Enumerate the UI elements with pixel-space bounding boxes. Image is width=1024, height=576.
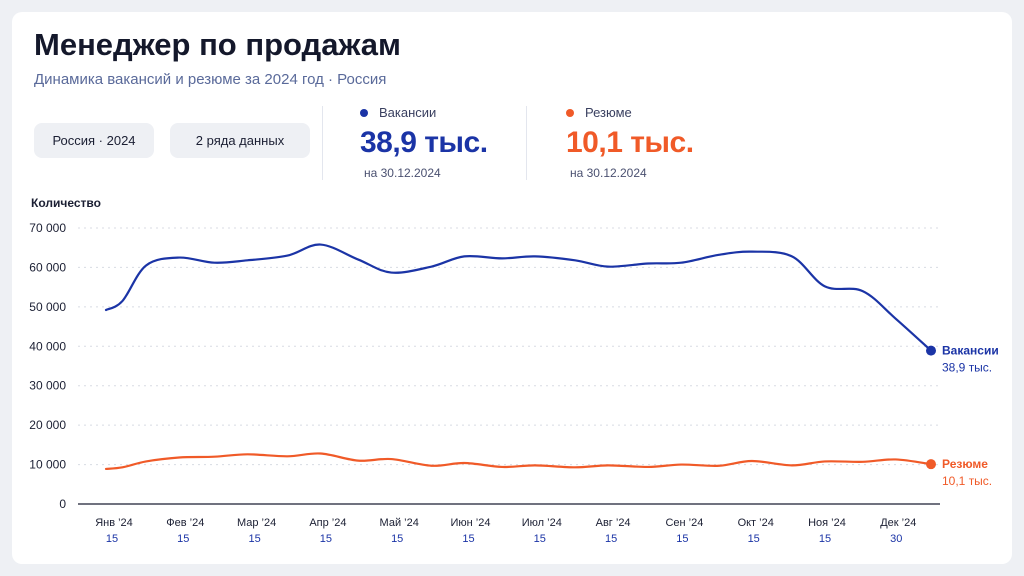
x-tick-month-label: Дек ’24 bbox=[880, 517, 916, 529]
y-tick-label: 70 000 bbox=[29, 221, 66, 235]
resumes-dot-icon bbox=[566, 108, 574, 117]
page-title: Менеджер по продажам bbox=[34, 27, 401, 62]
x-tick-day-label: 15 bbox=[605, 533, 617, 545]
y-tick-label: 40 000 bbox=[29, 339, 66, 353]
resumes-stat-date: на 30.12.2024 bbox=[570, 166, 647, 180]
y-tick-label: 60 000 bbox=[29, 260, 66, 274]
y-tick-label: 20 000 bbox=[29, 418, 66, 432]
y-tick-label: 30 000 bbox=[29, 379, 66, 393]
y-tick-label: 0 bbox=[59, 497, 66, 511]
y-tick-label: 10 000 bbox=[29, 458, 66, 472]
x-tick-month-label: Май ’24 bbox=[380, 517, 419, 529]
vacancies-stat-value: 38,9 тыс. bbox=[360, 126, 488, 159]
region-year-filter-chip[interactable]: Россия · 2024 bbox=[34, 123, 154, 158]
x-tick-day-label: 15 bbox=[248, 533, 260, 545]
vacancies-stat: Вакансии 38,9 тыс. на 30.12.2024 bbox=[360, 105, 488, 180]
x-tick-month-label: Апр ’24 bbox=[309, 517, 346, 529]
x-tick-day-label: 15 bbox=[676, 533, 688, 545]
x-tick-month-label: Фев ’24 bbox=[166, 517, 204, 529]
x-tick-day-label: 15 bbox=[391, 533, 403, 545]
x-tick-month-label: Окт ’24 bbox=[738, 517, 774, 529]
stats-divider bbox=[526, 106, 527, 180]
resumes-stat: Резюме 10,1 тыс. на 30.12.2024 bbox=[566, 105, 694, 180]
series-count-chip[interactable]: 2 ряда данных bbox=[170, 123, 310, 158]
x-tick-day-label: 15 bbox=[534, 533, 546, 545]
resumes-series-line bbox=[104, 452, 933, 471]
x-tick-day-label: 15 bbox=[462, 533, 474, 545]
x-tick-month-label: Июн ’24 bbox=[451, 517, 491, 529]
y-tick-label: 50 000 bbox=[29, 300, 66, 314]
x-tick-day-label: 15 bbox=[320, 533, 332, 545]
x-tick-day-label: 30 bbox=[890, 533, 902, 545]
x-tick-day-label: 15 bbox=[177, 533, 189, 545]
x-tick-month-label: Мар ’24 bbox=[237, 517, 276, 529]
x-tick-day-label: 15 bbox=[748, 533, 760, 545]
x-tick-month-label: Янв ’24 bbox=[95, 517, 133, 529]
x-tick-month-label: Ноя ’24 bbox=[808, 517, 846, 529]
resumes-stat-label: Резюме bbox=[585, 105, 632, 120]
vacancies-end-point bbox=[926, 345, 936, 356]
vacancies-stat-label: Вакансии bbox=[379, 105, 437, 120]
vacancies-end-label: Вакансии bbox=[942, 344, 999, 358]
vacancies-end-value: 38,9 тыс. bbox=[942, 361, 992, 375]
x-tick-month-label: Июл ’24 bbox=[522, 517, 562, 529]
vacancies-stat-date: на 30.12.2024 bbox=[364, 166, 441, 180]
x-tick-day-label: 15 bbox=[819, 533, 831, 545]
resumes-stat-value: 10,1 тыс. bbox=[566, 126, 694, 159]
page-subtitle: Динамика вакансий и резюме за 2024 год ·… bbox=[34, 71, 387, 88]
x-tick-day-label: 15 bbox=[106, 533, 118, 545]
resumes-end-point bbox=[926, 459, 936, 470]
resumes-end-label: Резюме bbox=[942, 457, 988, 471]
resumes-end-value: 10,1 тыс. bbox=[942, 474, 992, 488]
x-tick-month-label: Авг ’24 bbox=[596, 517, 631, 529]
y-axis-label: Количество bbox=[31, 196, 101, 210]
vacancies-dot-icon bbox=[360, 108, 368, 117]
stats-divider bbox=[322, 106, 323, 180]
vacancies-series-line bbox=[104, 243, 933, 352]
x-tick-month-label: Сен ’24 bbox=[665, 517, 703, 529]
